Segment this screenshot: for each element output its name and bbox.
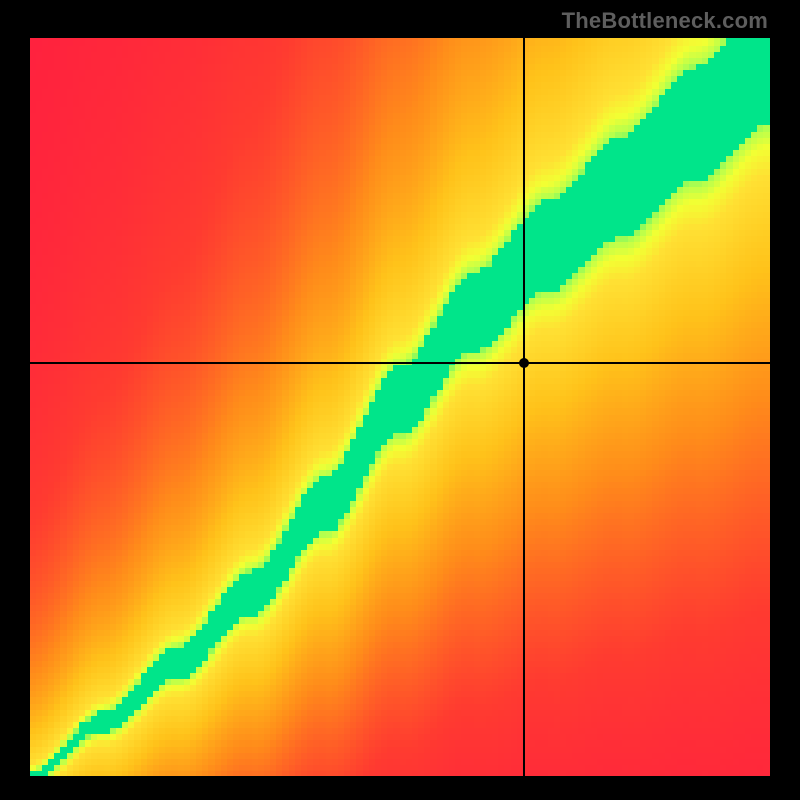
crosshair-vertical-line xyxy=(523,38,525,776)
crosshair-marker xyxy=(519,358,529,368)
watermark-text: TheBottleneck.com xyxy=(562,8,768,34)
chart-frame: TheBottleneck.com xyxy=(0,0,800,800)
bottleneck-heatmap xyxy=(30,38,770,776)
crosshair-horizontal-line xyxy=(30,362,770,364)
plot-area xyxy=(30,38,770,776)
